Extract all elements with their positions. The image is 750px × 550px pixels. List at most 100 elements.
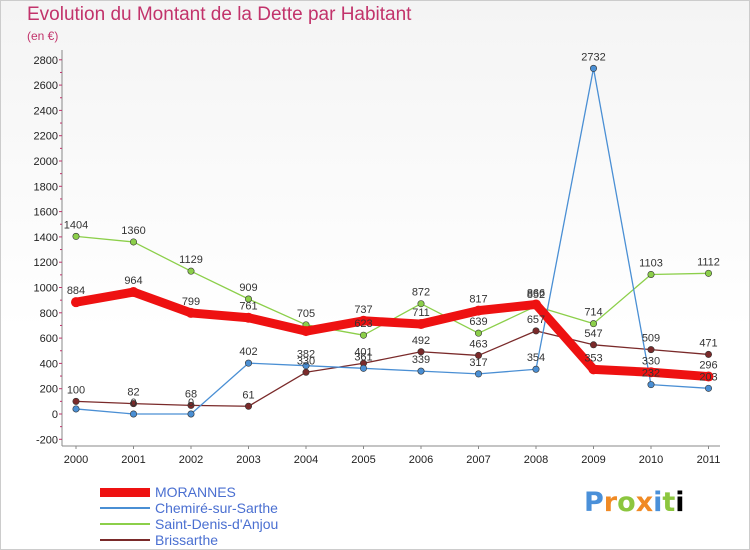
data-point <box>72 405 80 413</box>
data-label: 354 <box>527 352 545 364</box>
data-label: 382 <box>297 349 315 361</box>
chart-title: Evolution du Montant de la Dette par Hab… <box>27 4 412 25</box>
data-label: 330 <box>642 355 660 367</box>
y-tick-label: 2200 <box>34 131 58 143</box>
data-label: 2732 <box>581 51 605 63</box>
data-point <box>301 326 311 337</box>
data-point <box>187 410 195 418</box>
x-tick-label: 2003 <box>236 454 260 466</box>
data-label: 317 <box>469 357 487 369</box>
data-label: 353 <box>584 352 602 364</box>
y-tick-label: 1800 <box>34 181 58 193</box>
data-point <box>187 267 195 275</box>
data-point <box>532 327 540 335</box>
logo-letter: i <box>675 487 685 518</box>
data-label: 761 <box>239 301 257 313</box>
y-tick-label: 1000 <box>34 283 58 295</box>
data-label: 1129 <box>179 254 203 266</box>
series-line-3 <box>75 330 710 407</box>
data-point <box>588 364 599 375</box>
data-point <box>302 362 310 370</box>
logo-letter: x <box>635 487 654 518</box>
data-label: 711 <box>412 307 430 319</box>
data-point <box>72 397 80 405</box>
x-tick-label: 2006 <box>409 454 433 466</box>
data-label: 1112 <box>697 256 720 268</box>
data-point <box>703 371 714 382</box>
legend-label: MORANNES <box>155 484 236 500</box>
y-tick-label: 2600 <box>34 80 58 92</box>
data-label: 884 <box>67 285 85 297</box>
x-tick-label: 2010 <box>639 454 663 466</box>
data-label: 714 <box>584 307 602 319</box>
data-point <box>71 297 81 308</box>
data-label: 509 <box>642 333 660 345</box>
data-point <box>532 365 540 373</box>
data-label: 639 <box>469 316 487 328</box>
data-point <box>589 64 597 72</box>
data-label: 361 <box>354 351 372 363</box>
data-label: 1103 <box>639 257 663 269</box>
data-point <box>646 367 656 378</box>
y-tick-label: 2400 <box>34 105 58 117</box>
data-point <box>359 331 367 339</box>
data-label: 296 <box>699 360 717 372</box>
data-point <box>647 346 655 354</box>
legend-swatch <box>100 539 150 541</box>
data-label: 0 <box>188 397 194 409</box>
x-tick-label: 2011 <box>697 454 721 466</box>
data-point <box>302 368 310 376</box>
data-label: 623 <box>354 318 372 330</box>
legend-label: Saint-Denis-d'Anjou <box>155 516 279 532</box>
y-tick-label: 800 <box>40 308 58 320</box>
data-label: 657 <box>527 314 545 326</box>
data-label: 0 <box>130 397 136 409</box>
data-point <box>245 402 253 410</box>
data-label: 1360 <box>121 225 145 237</box>
data-label: 339 <box>412 354 430 366</box>
data-label: 68 <box>185 388 197 400</box>
series-line-1 <box>75 67 710 415</box>
data-label: 964 <box>124 275 142 287</box>
data-point <box>589 341 597 349</box>
data-label: 547 <box>584 328 602 340</box>
data-label: 872 <box>412 287 430 299</box>
data-point <box>417 348 425 356</box>
y-tick-label: 400 <box>40 358 58 370</box>
legend-swatch <box>100 487 150 497</box>
y-tick-label: -200 <box>36 434 58 446</box>
data-point <box>243 312 254 323</box>
data-label: 100 <box>67 384 85 396</box>
data-label: 705 <box>297 308 315 320</box>
data-label: 330 <box>297 355 315 367</box>
proxiti-logo: Proxiti <box>584 487 685 518</box>
data-label: 463 <box>469 338 487 350</box>
data-point <box>130 238 138 246</box>
data-point <box>647 270 655 278</box>
x-tick-label: 2009 <box>581 454 605 466</box>
data-point <box>245 295 253 303</box>
data-label: 799 <box>182 296 200 308</box>
data-point <box>474 329 482 337</box>
y-tick-label: 600 <box>40 333 58 345</box>
logo-letter: o <box>617 487 636 518</box>
data-point <box>245 359 253 367</box>
legend-label: Brissarthe <box>155 532 219 548</box>
logo-letter: t <box>662 487 676 518</box>
data-label: 82 <box>127 387 139 399</box>
legend-swatch <box>100 523 150 525</box>
data-point <box>187 401 195 409</box>
y-tick-label: 1400 <box>34 232 58 244</box>
x-tick-label: 2001 <box>121 454 145 466</box>
x-tick-label: 2007 <box>466 454 490 466</box>
data-point <box>417 300 425 308</box>
y-tick-label: 1200 <box>34 257 58 269</box>
data-point <box>589 320 597 328</box>
x-tick-label: 2002 <box>179 454 203 466</box>
data-label: 866 <box>527 287 545 299</box>
data-label: 232 <box>642 368 660 380</box>
x-tick-label: 2000 <box>64 454 88 466</box>
data-point <box>704 384 712 392</box>
x-tick-label: 2008 <box>524 454 548 466</box>
data-point <box>704 350 712 358</box>
